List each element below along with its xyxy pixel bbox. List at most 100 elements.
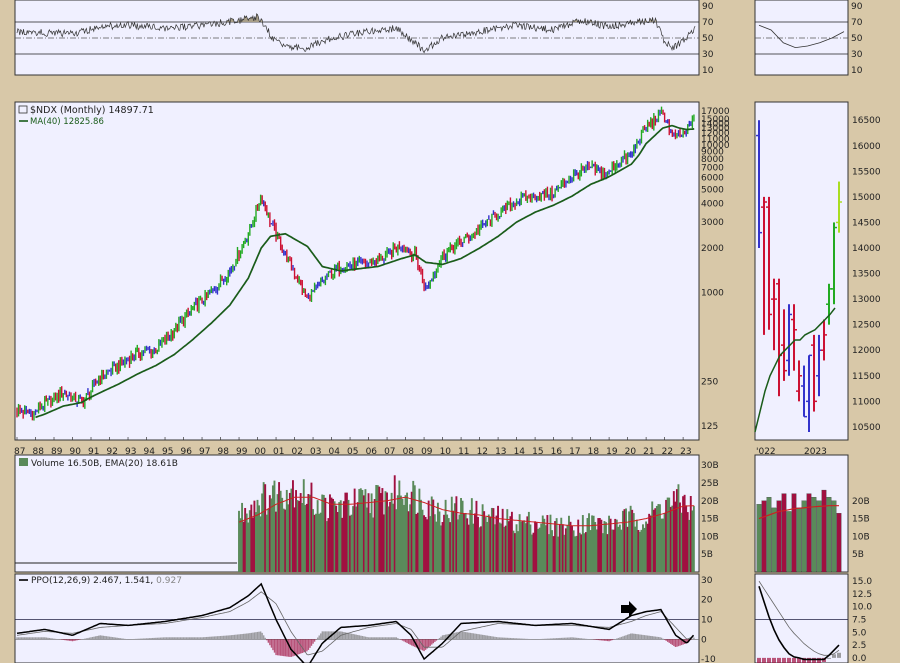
- ppo-histogram-bar: [25, 637, 27, 640]
- ppo-histogram-bar: [662, 638, 664, 640]
- ppo-histogram-bar: [609, 639, 612, 641]
- price-x-tick-label: 04: [329, 447, 341, 457]
- ppo-histogram-bar: [660, 637, 663, 640]
- volume-bar: [577, 519, 580, 572]
- volume-bar: [373, 499, 376, 572]
- volume-bar: [605, 522, 607, 572]
- ppo-histogram-bar: [677, 639, 680, 647]
- price-x-tick-label: 06: [366, 447, 378, 457]
- ppo-histogram-bar: [170, 637, 172, 640]
- ppo-histogram-bar: [287, 639, 290, 657]
- ppo-histogram-bar: [71, 639, 74, 642]
- ppo-zoom-panel: [754, 573, 849, 663]
- zoom-volume-bar: [786, 511, 792, 573]
- volume-bar: [540, 523, 543, 572]
- ppo-histogram-bar: [62, 639, 64, 640]
- volume-bar: [449, 522, 452, 572]
- ppo-histogram-bar: [657, 636, 660, 640]
- ppo-histogram-bar: [227, 635, 229, 640]
- zoom-volume-bar: [766, 497, 772, 573]
- ppo-histogram-bar: [239, 634, 242, 640]
- rsi-zoom-panel: [754, 0, 849, 76]
- volume-bar: [580, 534, 583, 572]
- volume-bar: [403, 504, 405, 572]
- ppo-histogram-bar: [108, 636, 111, 640]
- ppo-histogram-bar: [545, 638, 547, 640]
- ppo-histogram-bar: [599, 639, 601, 641]
- ppo-histogram-bar: [93, 636, 95, 640]
- rsi-tick-label: 50: [702, 34, 714, 44]
- volume-bar: [643, 527, 646, 572]
- ppo-histogram-bar: [639, 634, 641, 640]
- ppo-histogram-bar: [461, 631, 464, 640]
- volume-bar: [543, 518, 546, 572]
- ppo-histogram-bar: [633, 633, 635, 640]
- ppo-histogram-bar: [346, 632, 348, 640]
- volume-bar: [336, 512, 339, 572]
- volume-bar: [446, 514, 449, 572]
- ppo-histogram-bar: [685, 639, 687, 644]
- volume-bar: [299, 493, 302, 572]
- ppo-histogram-bar: [508, 637, 510, 640]
- volume-bar: [541, 515, 544, 572]
- volume-bar: [631, 509, 634, 572]
- volume-bar: [532, 532, 535, 572]
- zoom-ppo-histogram-bar: [827, 657, 831, 659]
- volume-bar: [645, 521, 648, 572]
- ppo-histogram-bar: [335, 631, 337, 640]
- price-x-tick-label: 99: [236, 447, 248, 457]
- volume-bar: [305, 503, 308, 572]
- ppo-histogram-bar: [370, 637, 373, 640]
- volume-bar: [621, 510, 624, 572]
- zoom-ppo-tick-label: 0.0: [852, 654, 867, 663]
- ppo-histogram-bar: [264, 637, 266, 640]
- ppo-histogram-bar: [193, 637, 196, 640]
- ppo-histogram-bar: [602, 639, 604, 641]
- ppo-histogram-bar: [161, 637, 163, 640]
- ppo-histogram-bar: [411, 639, 413, 646]
- volume-bar: [572, 530, 575, 572]
- price-x-tick-label: 20: [625, 447, 637, 457]
- ppo-histogram-bar: [566, 637, 569, 640]
- volume-bar: [432, 499, 435, 572]
- ppo-histogram-bar: [158, 637, 160, 640]
- ppo-histogram-bar: [185, 637, 188, 640]
- volume-bar: [433, 514, 436, 572]
- ppo-histogram-bar: [387, 637, 390, 640]
- ppo-histogram-bar: [215, 636, 217, 640]
- volume-bar: [292, 480, 294, 572]
- volume-bar: [598, 518, 601, 572]
- ppo-histogram-bar: [468, 632, 470, 640]
- ppo-histogram-bar: [648, 635, 650, 640]
- ppo-histogram-bar: [426, 639, 428, 649]
- volume-bar: [379, 493, 382, 572]
- volume-bar: [313, 514, 316, 572]
- ppo-histogram-bar: [349, 633, 351, 640]
- ppo-histogram-bar: [110, 636, 112, 640]
- ppo-histogram-bar: [309, 639, 311, 648]
- volume-bar: [295, 490, 297, 572]
- ppo-histogram-bar: [119, 638, 122, 640]
- volume-bar: [253, 500, 256, 572]
- ppo-histogram-bar: [404, 639, 407, 643]
- volume-bar: [575, 535, 578, 572]
- ppo-histogram-bar: [517, 638, 519, 640]
- volume-bar: [594, 522, 597, 572]
- volume-bar: [682, 496, 685, 572]
- ppo-histogram-bar: [64, 639, 66, 641]
- ppo-histogram-bar: [477, 634, 479, 640]
- zoom-volume-bar: [811, 497, 817, 573]
- ppo-histogram-bar: [122, 638, 125, 640]
- volume-bar: [506, 509, 509, 572]
- volume-bar: [654, 508, 657, 572]
- volume-bar: [259, 516, 262, 572]
- price-zoom-panel: [754, 101, 849, 441]
- volume-bar: [601, 533, 604, 572]
- volume-bar: [634, 526, 637, 572]
- ppo-histogram-bar: [389, 637, 391, 640]
- price-tick-label: 10000: [701, 141, 730, 151]
- ppo-histogram-bar: [420, 639, 422, 650]
- volume-bar: [655, 505, 658, 572]
- ppo-histogram-bar: [242, 633, 245, 640]
- ppo-histogram-bar: [352, 634, 354, 640]
